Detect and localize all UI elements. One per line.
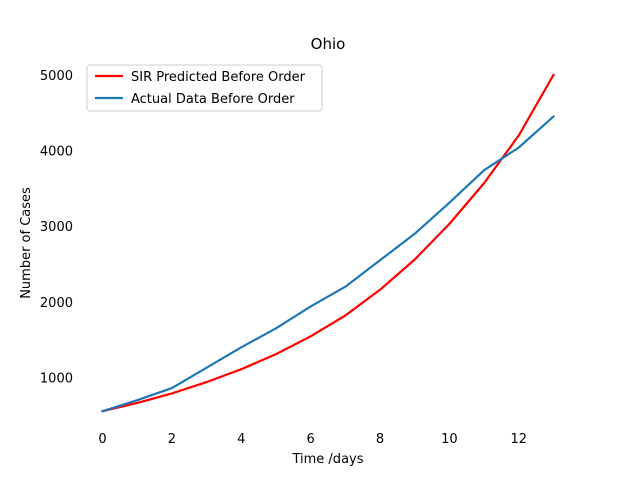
series-line-2 xyxy=(101,114,556,413)
y-tick-label: 1000 xyxy=(40,372,73,387)
y-axis-ticks: 1000 2000 3000 4000 5000 xyxy=(40,69,73,387)
x-axis-label: Time /days xyxy=(291,452,363,467)
y-tick-label: 3000 xyxy=(40,220,73,235)
x-tick-label: 12 xyxy=(510,432,527,447)
series-lines xyxy=(101,73,556,413)
y-tick-label: 5000 xyxy=(40,69,73,84)
x-tick-label: 0 xyxy=(98,432,106,447)
x-axis-ticks: 0 2 4 6 8 10 12 xyxy=(98,432,527,447)
series-line-1 xyxy=(101,73,556,413)
y-axis-label: Number of Cases xyxy=(19,187,34,299)
y-tick-label: 2000 xyxy=(40,296,73,311)
x-tick-label: 4 xyxy=(237,432,245,447)
legend-box xyxy=(86,64,323,112)
legend-label-1: SIR Predicted Before Order xyxy=(131,70,306,85)
x-tick-label: 10 xyxy=(441,432,458,447)
legend: SIR Predicted Before Order Actual Data Be… xyxy=(86,64,323,112)
legend-label-2: Actual Data Before Order xyxy=(131,92,295,107)
y-tick-label: 4000 xyxy=(40,145,73,160)
x-tick-label: 6 xyxy=(307,432,315,447)
chart-title: Ohio xyxy=(311,35,346,53)
x-tick-label: 8 xyxy=(376,432,384,447)
x-tick-label: 2 xyxy=(168,432,176,447)
